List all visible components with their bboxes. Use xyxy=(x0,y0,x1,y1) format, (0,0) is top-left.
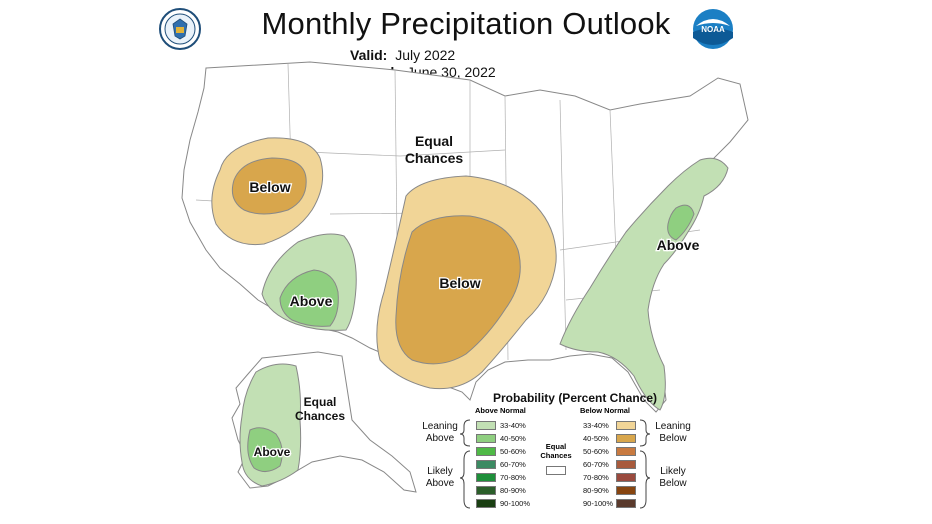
below-swatch xyxy=(616,421,636,430)
above-southwest-core xyxy=(279,269,339,327)
equal-chances-label-line1: Equal xyxy=(415,133,453,149)
below-swatch xyxy=(616,434,636,443)
above-alaska-core xyxy=(247,427,283,472)
alaska-equal-chances-line1: Equal xyxy=(304,395,337,409)
alaska-equal-chances-line2: Chances xyxy=(295,409,345,423)
below-swatch-label: 90-100% xyxy=(583,499,614,508)
below-swatch-label: 40-50% xyxy=(583,434,609,443)
above-swatch-label: 60-70% xyxy=(500,460,526,469)
above-swatch xyxy=(476,486,496,495)
valid-value: July 2022 xyxy=(395,47,456,63)
below-swatch xyxy=(616,486,636,495)
above-swatch xyxy=(476,473,496,482)
below-swatch-label: 50-60% xyxy=(583,447,609,456)
leaning-below-label: Leaning Below xyxy=(655,421,691,444)
valid-label: Valid: xyxy=(350,47,388,63)
legend-title: Probability (Percent Chance) xyxy=(492,391,658,405)
below-swatch-label: 80-90% xyxy=(583,486,609,495)
below-central-core xyxy=(395,215,521,365)
commerce-seal-icon xyxy=(159,8,201,50)
above-swatch-label: 70-80% xyxy=(500,473,526,482)
noaa-logo-icon: NOAA xyxy=(692,8,734,50)
equal-chances-label-line2: Chances xyxy=(405,150,464,166)
above-swatch-label: 90-100% xyxy=(500,499,531,508)
below-swatch xyxy=(616,447,636,456)
legend-above-header: Above Normal xyxy=(475,406,526,415)
below-swatch-label: 33-40% xyxy=(583,421,609,430)
legend-equal-chances-swatch xyxy=(546,466,566,475)
below-west-label: Below xyxy=(249,179,290,195)
page-title: Monthly Precipitation Outlook xyxy=(261,6,671,41)
below-central-label: Below xyxy=(439,275,480,291)
above-swatch xyxy=(476,434,496,443)
valid-line: Valid: July 2022 xyxy=(350,47,455,63)
above-swatch-label: 50-60% xyxy=(500,447,526,456)
below-west-core xyxy=(231,157,307,215)
above-swatch xyxy=(476,499,496,508)
above-swatch-label: 33-40% xyxy=(500,421,526,430)
likely-above-label: Likely Above xyxy=(425,466,455,489)
below-swatch xyxy=(616,499,636,508)
above-alaska-label: Above xyxy=(254,445,291,459)
below-swatch xyxy=(616,460,636,469)
above-east-label: Above xyxy=(657,237,700,253)
below-swatch xyxy=(616,473,636,482)
above-swatch-label: 80-90% xyxy=(500,486,526,495)
above-swatch xyxy=(476,421,496,430)
above-swatch xyxy=(476,447,496,456)
above-swatch xyxy=(476,460,496,469)
above-east-core xyxy=(667,204,695,241)
legend-below-header: Below Normal xyxy=(580,406,631,415)
below-swatch-label: 70-80% xyxy=(583,473,609,482)
svg-text:NOAA: NOAA xyxy=(701,25,725,34)
leaning-above-label: Leaning Above xyxy=(422,421,458,444)
above-swatch-label: 40-50% xyxy=(500,434,526,443)
above-southwest-label: Above xyxy=(290,293,333,309)
below-swatch-label: 60-70% xyxy=(583,460,609,469)
legend-equal-chances-label: Equal Chances xyxy=(540,442,572,460)
likely-below-label: Likely Below xyxy=(659,466,687,489)
